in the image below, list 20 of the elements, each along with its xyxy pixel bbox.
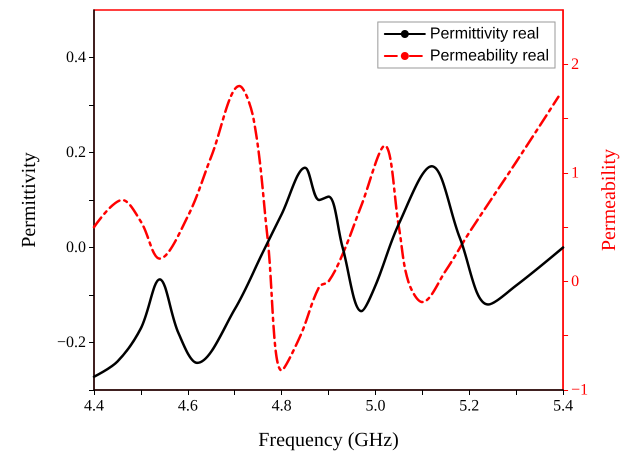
y2-tick-label: 2 <box>571 56 580 73</box>
y2-tick-label: 0 <box>571 272 580 290</box>
y2-tick-label: −1 <box>571 382 588 398</box>
legend-label: Permittivity real <box>430 26 540 42</box>
y-tick-label: 0.0 <box>66 239 86 256</box>
x-axis-title: Frequency (GHz) <box>258 429 399 451</box>
y-axis-title: Permittivity <box>18 152 40 248</box>
y2-tick-label: 1 <box>571 164 580 182</box>
x-tick-label: 4.8 <box>272 398 292 414</box>
x-tick-label: 4.4 <box>84 398 104 414</box>
y2-axis-title: Permeability <box>598 148 620 252</box>
legend-label: Permeability real <box>430 48 549 64</box>
y-tick-label: 0.4 <box>66 49 86 66</box>
text: 5.0 <box>365 398 386 414</box>
y-tick-label: 0.2 <box>66 144 86 161</box>
line-series <box>92 84 560 372</box>
x-tick-label: 5.4 <box>553 398 574 414</box>
y-tick-label: −0.2 <box>56 334 86 351</box>
x-tick-label: 5.2 <box>459 398 480 414</box>
x-tick-label: 4.6 <box>178 398 198 414</box>
